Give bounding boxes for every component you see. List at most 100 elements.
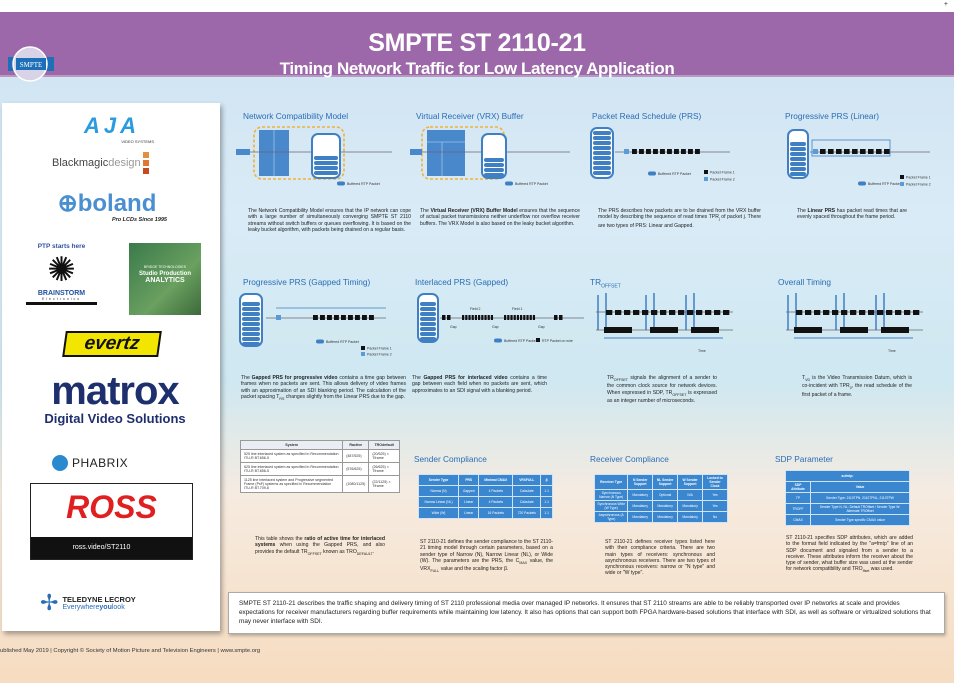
legend-wire-swatch — [536, 338, 540, 342]
packet — [669, 310, 676, 315]
frame-block — [604, 327, 632, 333]
text-segment: ST 2110-21 defines the sender compliance… — [420, 539, 553, 564]
text-segment: was used. — [869, 566, 894, 573]
packet — [526, 315, 529, 320]
legend-label: Packet Frame 2 — [710, 178, 735, 182]
text-segment: RS — [279, 396, 285, 401]
packet — [442, 315, 446, 320]
packet-frame1 — [836, 149, 842, 154]
buffered-packet — [593, 151, 611, 155]
text-segment: Gapped PRS for interlaced video — [423, 375, 508, 381]
packet-frame1 — [355, 315, 360, 320]
column-header: Ractive — [342, 440, 370, 450]
text-segment: This table shows the — [255, 536, 305, 542]
packet — [642, 310, 649, 315]
sender-compliance-description: ST 2110-21 defines the sender compliance… — [420, 539, 553, 575]
table-cell: Yes — [702, 489, 728, 501]
legend-swatch — [858, 181, 866, 186]
legend-frame1-swatch — [900, 175, 904, 179]
buffered-packet — [420, 327, 436, 331]
text-segment: ST 2110-21 specifies SDP attributes, whi… — [786, 535, 913, 573]
packet — [513, 315, 516, 320]
packet — [796, 310, 803, 315]
text-segment: . — [372, 548, 375, 555]
packet — [516, 315, 520, 320]
packet-frame1 — [844, 149, 850, 154]
field-label: Field 2 — [470, 307, 481, 311]
text-segment: contains a time gap between frames when … — [241, 375, 406, 400]
packet-frame1 — [334, 315, 339, 320]
time-label: Time — [698, 349, 706, 353]
text-segment: ffset — [862, 569, 870, 574]
legend-label: Buffered RTP Packet — [504, 339, 537, 343]
packet-frame1 — [639, 149, 644, 154]
table-row: Narrow (N) Gapped 4 Packets Calculate 1.1 — [417, 485, 553, 497]
page-title: SMPTE ST 2110-21 — [368, 29, 586, 57]
packet — [805, 310, 812, 315]
depacketizer-block — [427, 130, 465, 176]
packet — [468, 315, 471, 320]
packet-frame2 — [624, 149, 629, 154]
buffered-packet — [593, 141, 611, 145]
buffered-packet — [420, 317, 436, 321]
title-troffset: TROFFSET — [590, 277, 621, 290]
legend-label: Packet Frame 2 — [367, 353, 392, 357]
text-segment: FULL — [430, 569, 440, 574]
text-segment: VD — [805, 378, 811, 383]
packet — [507, 315, 510, 320]
buffered-packet — [242, 322, 260, 326]
table-cell: Synchronous Wide (W Type) — [593, 500, 629, 512]
packet — [714, 310, 721, 315]
packet-frame1 — [646, 149, 651, 154]
column-header: Minimal CMAX — [478, 474, 514, 486]
table-header-row: Sender Type PRS Minimal CMAX VRXFULL β — [417, 474, 553, 486]
text-segment: contains a time gap between each field w… — [412, 375, 547, 394]
packet — [633, 310, 640, 315]
sender-compliance-table: Sender Type PRS Minimal CMAX VRXFULL β Narrow… — [417, 474, 553, 519]
packet-frame1 — [348, 315, 353, 320]
table-cell: (22/1125) × Tframe — [368, 475, 400, 493]
linear-prs-description: The Linear PRS has packet read times tha… — [797, 208, 907, 221]
receiver-compliance-table: Receiver Type N Sender Support NL Sender S… — [593, 474, 728, 523]
linear-prs-diagram: Buffered RTP Packet Packet Frame 1 Packet … — [787, 129, 931, 187]
text-segment: TR — [607, 375, 614, 381]
table-cell: (1080/1125) — [342, 475, 370, 493]
column-header: NL Sender Support — [651, 474, 679, 490]
table-cell: 1125 line interlaced system and Progress… — [239, 475, 344, 493]
troffset-diagram: Time — [596, 293, 733, 353]
packet-frame1 — [695, 149, 700, 154]
input-arrow — [410, 149, 422, 155]
table-header-row: SDP Attribute Value — [784, 481, 910, 493]
column-header: Sender Type — [417, 474, 460, 486]
column-header: VRXFULL — [512, 474, 542, 486]
packet — [465, 315, 468, 320]
buffered-packet — [420, 332, 436, 336]
legend-swatch — [494, 338, 502, 343]
text-segment: is the Video Transmission Datum, which i… — [802, 375, 912, 390]
legend-frame2-swatch — [361, 352, 365, 356]
buffered-packet — [593, 156, 611, 160]
buffered-packet — [242, 317, 260, 321]
text-segment: changes slightly from the Linear PRS due… — [284, 393, 406, 400]
table-row: 625 line interlaced system as specified … — [239, 462, 400, 476]
text-segment: when using the Gapped PRS, and also prov… — [255, 542, 385, 555]
table-cell: Calculate — [512, 485, 542, 497]
table-row: TP Sender Type: 2110TPN, 2110TPNL, 2110TP… — [784, 492, 910, 504]
legend-label: Packet Frame 1 — [710, 171, 735, 175]
text-segment: value, the VRX — [420, 557, 553, 573]
table-row: Asynchronous (A Type) Mandatory Mandatory M… — [593, 511, 728, 523]
packet — [624, 310, 631, 315]
text-segment: of packet j. There are two types of PRS:… — [598, 214, 761, 229]
buffered-packet — [314, 171, 338, 175]
packet — [877, 310, 884, 315]
packet — [559, 315, 563, 320]
packet — [832, 310, 839, 315]
title-vrx-buffer: Virtual Receiver (VRX) Buffer — [416, 111, 524, 121]
buffered-packet — [593, 136, 611, 140]
packet-frame1 — [653, 149, 658, 154]
packet-frame1 — [820, 149, 826, 154]
title-sdp-parameter: SDP Parameter — [775, 454, 833, 464]
packet — [814, 310, 821, 315]
packet — [532, 315, 536, 320]
buffered-packet — [242, 302, 260, 306]
